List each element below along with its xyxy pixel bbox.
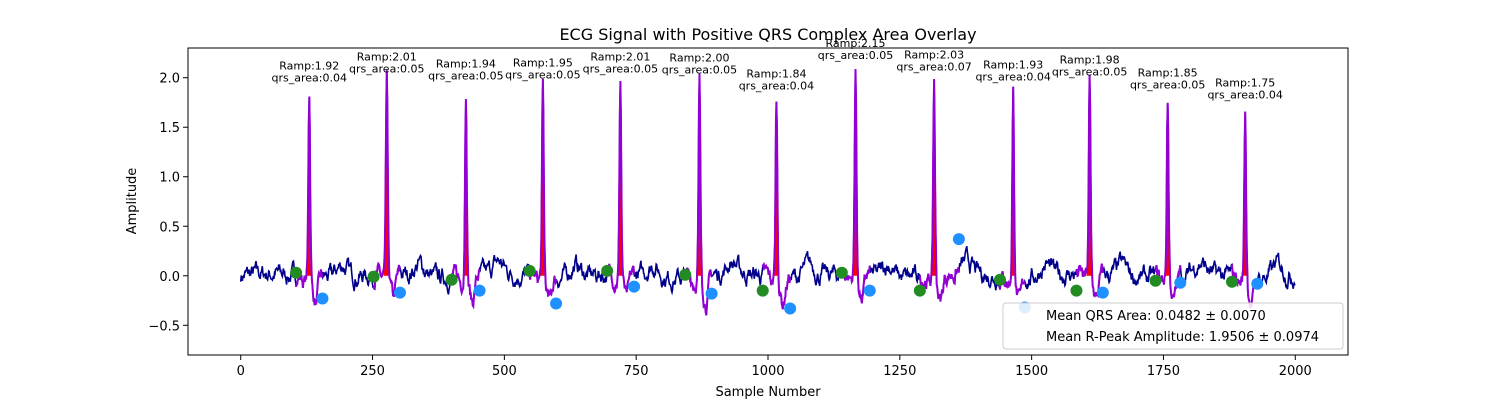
beat-annotations: Ramp:1.92qrs_area:0.04Ramp:2.01qrs_area:… <box>272 37 1283 102</box>
qrs-area-label: qrs_area:0.05 <box>662 64 737 77</box>
qrs-onset-marker <box>913 284 926 297</box>
qrs-area-label: qrs_area:0.05 <box>818 49 893 62</box>
qrs-area-label: qrs_area:0.05 <box>428 70 503 83</box>
ramp-label: Ramp:2.00 <box>669 52 729 65</box>
qrs-area-label: qrs_area:0.05 <box>349 63 424 76</box>
y-tick-label: 2.0 <box>159 72 180 87</box>
qrs-area-label: qrs_area:0.07 <box>896 61 971 74</box>
legend: Mean QRS Area: 0.0482 ± 0.0070 Mean R-Pe… <box>1002 302 1344 350</box>
qrs-offset-marker <box>316 292 329 305</box>
x-tick-label: 500 <box>492 364 517 379</box>
qrs-onset-marker <box>290 266 303 279</box>
qrs-onset-marker <box>835 266 848 279</box>
qrs-offset-marker <box>1174 276 1187 289</box>
qrs-area-fill <box>1164 102 1171 276</box>
qrs-area-label: qrs_area:0.05 <box>1130 79 1205 92</box>
legend-entry-r-peak: Mean R-Peak Amplitude: 1.9506 ± 0.0974 <box>1046 330 1319 345</box>
ramp-label: Ramp:1.92 <box>279 60 339 73</box>
qrs-area-fill <box>617 81 624 276</box>
x-axis-label: Sample Number <box>715 385 821 400</box>
qrs-onset-marker <box>445 273 458 286</box>
x-tick-label: 1000 <box>751 364 784 379</box>
y-tick-label: 0.0 <box>159 270 180 285</box>
y-tick-label: 0.5 <box>159 220 180 235</box>
x-tick-label: 1250 <box>883 364 916 379</box>
qrs-onset-marker <box>1226 275 1238 288</box>
qrs-area-fill <box>696 73 703 276</box>
ramp-label: Ramp:2.03 <box>904 49 964 62</box>
qrs-area-label: qrs_area:0.04 <box>1207 88 1282 101</box>
qrs-offset-marker <box>1251 277 1264 290</box>
legend-entry-qrs-area: Mean QRS Area: 0.0482 ± 0.0070 <box>1046 309 1266 324</box>
x-tick-label: 0 <box>237 364 245 379</box>
qrs-area-label: qrs_area:0.04 <box>975 71 1050 84</box>
x-tick-label: 750 <box>624 364 649 379</box>
qrs-area-label: qrs_area:0.04 <box>272 72 347 85</box>
x-tick-label: 2000 <box>1279 364 1312 379</box>
ramp-label: Ramp:1.84 <box>746 68 806 81</box>
ramp-label: Ramp:2.01 <box>357 51 417 64</box>
qrs-segment-line <box>295 96 324 306</box>
qrs-onset-marker <box>994 273 1006 286</box>
qrs-offset-marker <box>473 284 486 297</box>
qrs-offset-marker <box>705 287 718 300</box>
qrs-offset-marker <box>952 233 965 246</box>
qrs-onset-marker <box>367 270 380 283</box>
ramp-label: Ramp:1.85 <box>1138 67 1198 80</box>
qrs-onset-marker <box>756 284 769 297</box>
x-tick-label: 1500 <box>1015 364 1048 379</box>
qrs-area-label: qrs_area:0.05 <box>583 63 658 76</box>
qrs-offset-marker <box>628 280 641 293</box>
legend-box <box>1002 302 1344 350</box>
qrs-segment-line <box>761 101 792 310</box>
chart-title: ECG Signal with Positive QRS Complex Are… <box>559 25 976 44</box>
qrs-offset-marker <box>784 302 797 315</box>
y-tick-label: −0.5 <box>148 319 180 334</box>
ramp-label: Ramp:1.95 <box>513 57 573 70</box>
ramp-label: Ramp:1.98 <box>1060 54 1120 67</box>
ramp-label: Ramp:2.15 <box>826 37 886 50</box>
qrs-offset-marker <box>863 284 876 297</box>
ecg-signal-line <box>239 69 1296 316</box>
y-tick-label: 1.0 <box>159 171 180 186</box>
qrs-onset-marker <box>1149 274 1162 287</box>
axes-frame <box>187 47 1349 356</box>
ramp-label: Ramp:2.01 <box>590 51 650 64</box>
ramp-label: Ramp:1.93 <box>983 59 1043 72</box>
qrs-area-fill <box>773 101 780 276</box>
qrs-onset-marker <box>679 268 692 281</box>
qrs-offset-marker <box>1096 286 1109 299</box>
x-tick-label: 250 <box>360 364 385 379</box>
y-tick-label: 1.5 <box>159 121 180 136</box>
qrs-area-label: qrs_area:0.05 <box>505 69 580 82</box>
plot-area <box>239 69 1296 316</box>
ramp-label: Ramp:1.94 <box>436 58 496 71</box>
qrs-segment-line <box>918 79 960 302</box>
ramp-label: Ramp:1.75 <box>1215 76 1275 89</box>
qrs-onset-marker <box>1070 284 1083 297</box>
qrs-area-fill <box>1086 74 1093 276</box>
qrs-onset-marker <box>601 264 614 277</box>
qrs-segment-line <box>372 70 401 297</box>
qrs-offset-marker <box>393 286 406 299</box>
axis-ticks: 0 250 500 750 1000 1250 1500 1750 2000 −0.5 0.0 0.5… <box>148 72 1311 379</box>
qrs-area-label: qrs_area:0.04 <box>739 80 814 93</box>
qrs-offset-marker <box>550 297 563 310</box>
qrs-area-fill <box>539 78 546 276</box>
x-tick-label: 1750 <box>1147 364 1180 379</box>
qrs-area-label: qrs_area:0.05 <box>1052 66 1127 79</box>
qrs-onset-marker <box>523 264 536 277</box>
y-axis-label: Amplitude <box>125 168 140 235</box>
qrs-segment-line <box>606 81 636 295</box>
